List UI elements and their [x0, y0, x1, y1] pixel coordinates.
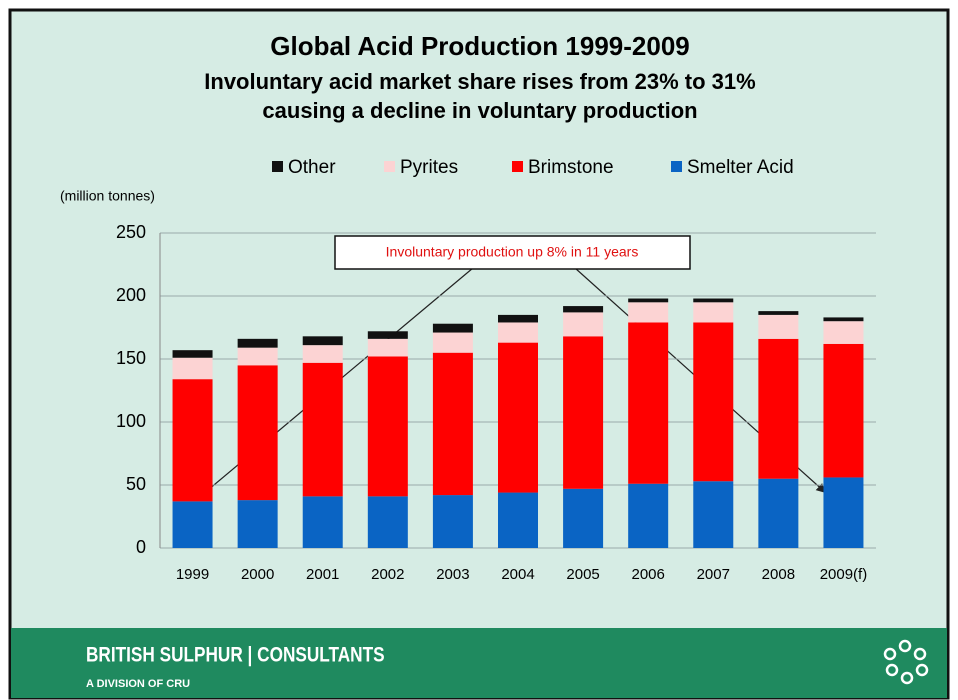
x-tick-label: 2006	[631, 566, 664, 583]
legend-label: Smelter Acid	[687, 157, 794, 178]
bar-segment	[563, 306, 604, 313]
bar-segment	[237, 347, 278, 366]
bar-segment	[432, 323, 473, 333]
legend-swatch	[512, 161, 523, 172]
bar-segment	[302, 362, 343, 497]
footer-division: A DIVISION OF CRU	[86, 678, 190, 690]
bar-segment	[367, 496, 408, 548]
chart-subtitle: causing a decline in voluntary productio…	[262, 98, 697, 123]
bar-segment	[498, 492, 538, 548]
bar-segment	[237, 365, 278, 501]
footer-band	[11, 628, 947, 698]
bar-segment	[172, 357, 213, 380]
bar-segment	[237, 338, 278, 348]
x-tick-label: 2004	[501, 566, 534, 583]
legend-swatch	[671, 161, 682, 172]
bar-segment	[563, 488, 604, 548]
x-tick-label: 2003	[436, 566, 469, 583]
bar-segment	[758, 478, 799, 548]
x-tick-label: 2005	[566, 566, 599, 583]
annotation-box	[334, 235, 691, 270]
x-tick-label: 2008	[762, 566, 795, 583]
bar-segment	[628, 483, 669, 548]
bar-segment	[563, 312, 604, 337]
bar-segment	[758, 311, 799, 315]
bar-segment	[563, 336, 604, 489]
y-tick-label: 100	[116, 411, 146, 431]
bar-segment	[758, 338, 799, 479]
y-tick-label: 50	[126, 474, 146, 494]
bar-segment	[432, 352, 473, 496]
bar-segment	[237, 500, 278, 548]
bar-segment	[302, 345, 343, 363]
bar-segment	[302, 336, 343, 346]
bar-segment	[823, 477, 864, 548]
legend-label: Pyrites	[400, 157, 458, 178]
x-tick-label: 2001	[306, 566, 339, 583]
legend-label: Other	[288, 157, 336, 178]
bar-segment	[823, 321, 864, 344]
bar-segment	[758, 314, 799, 339]
bar-segment	[302, 496, 343, 548]
bar-segment	[498, 322, 538, 343]
bar-segment	[693, 298, 734, 303]
x-tick-label: 2002	[371, 566, 404, 583]
y-tick-label: 200	[116, 285, 146, 305]
bar-segment	[172, 379, 213, 502]
bar-segment	[823, 343, 864, 478]
footer-brand: BRITISH SULPHUR | CONSULTANTS	[86, 644, 385, 667]
y-tick-label: 150	[116, 348, 146, 368]
bar-segment	[498, 314, 538, 323]
bar-segment	[823, 317, 864, 322]
bar-segment	[628, 322, 669, 484]
x-tick-label: 2000	[241, 566, 274, 583]
x-tick-label: 2009(f)	[820, 566, 868, 583]
bar-segment	[628, 302, 669, 323]
footer-logo	[883, 639, 929, 685]
bar-segment	[367, 356, 408, 497]
legend-label: Brimstone	[528, 157, 614, 178]
bar-segment	[693, 481, 734, 548]
bar-segment	[367, 338, 408, 357]
y-tick-label: 0	[136, 537, 146, 557]
bar-segment	[628, 298, 669, 303]
x-tick-label: 2007	[697, 566, 730, 583]
y-axis-label: (million tonnes)	[60, 188, 155, 204]
bar-segment	[498, 342, 538, 493]
annotation-text: Involuntary production up 8% in 11 years	[386, 244, 639, 260]
bar-segment	[367, 331, 408, 339]
legend-swatch	[272, 161, 283, 172]
chart-subtitle: Involuntary acid market share rises from…	[204, 69, 755, 94]
bar-segment	[172, 501, 213, 548]
bar-segment	[432, 495, 473, 548]
bar-segment	[693, 322, 734, 482]
chart-title: Global Acid Production 1999-2009	[270, 31, 690, 61]
bar-segment	[432, 332, 473, 353]
y-tick-label: 250	[116, 222, 146, 242]
legend-swatch	[384, 161, 395, 172]
x-tick-label: 1999	[176, 566, 209, 583]
bar-segment	[172, 350, 213, 358]
bar-segment	[693, 302, 734, 323]
